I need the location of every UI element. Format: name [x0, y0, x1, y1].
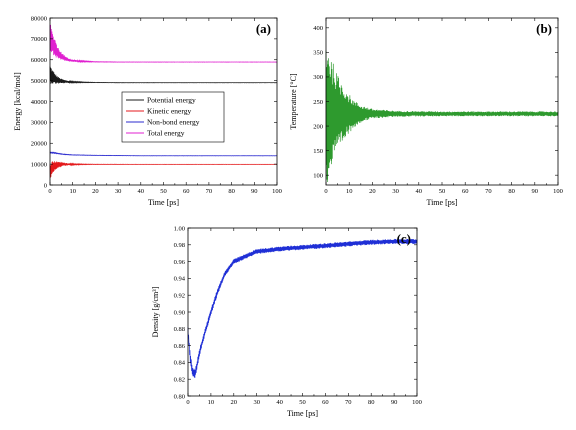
series-line-1 [325, 50, 559, 183]
x-tick-label: 20 [231, 399, 238, 406]
x-tick-label: 40 [416, 188, 423, 195]
y-tick-label: 60000 [31, 57, 47, 64]
series-line-1 [187, 238, 418, 379]
x-tick-label: 80 [508, 188, 515, 195]
panel-label: (b) [536, 21, 552, 36]
y-tick-label: 0.94 [174, 276, 186, 283]
chart-panel-2: 0 10 20 30 40 50 60 70 80 90 100 100 150 200 250 300 350… [289, 17, 563, 207]
series-line-1 [49, 66, 278, 84]
panel-label: (c) [397, 231, 411, 246]
x-tick-label: 30 [253, 399, 260, 406]
x-axis-label: Time [ps] [287, 409, 318, 418]
legend-entry: Kinetic energy [147, 107, 191, 116]
y-tick-label: 10000 [31, 161, 47, 168]
x-tick-label: 30 [392, 188, 399, 195]
y-tick-label: 80000 [31, 15, 47, 22]
x-tick-label: 40 [276, 399, 283, 406]
y-tick-label: 70000 [31, 36, 47, 43]
x-tick-label: 0 [48, 188, 51, 195]
x-tick-label: 100 [272, 188, 282, 195]
x-tick-label: 40 [138, 188, 145, 195]
x-tick-label: 20 [92, 188, 99, 195]
y-axis-label: Temperature [°C] [289, 73, 298, 130]
x-tick-label: 10 [208, 399, 215, 406]
y-tick-label: 0.96 [174, 259, 186, 266]
series-line-4 [49, 24, 278, 64]
x-tick-label: 80 [228, 188, 235, 195]
x-tick-label: 30 [115, 188, 122, 195]
x-tick-label: 10 [346, 188, 353, 195]
x-tick-label: 90 [391, 399, 398, 406]
x-tick-label: 80 [368, 399, 375, 406]
y-axis-label: Density [g/cm³] [151, 286, 160, 337]
x-axis-label: Time [ps] [148, 198, 179, 207]
x-tick-label: 0 [324, 188, 327, 195]
x-tick-label: 60 [462, 188, 469, 195]
legend-entry: Total energy [147, 129, 185, 138]
y-tick-label: 20000 [31, 141, 47, 148]
legend-entry: Potential energy [147, 96, 196, 105]
y-tick-label: 400 [313, 25, 323, 32]
y-tick-label: 0.80 [174, 393, 185, 400]
y-tick-label: 0.88 [174, 326, 185, 333]
chart-panel-1: 0 10 20 30 40 50 60 70 80 90 100 0 10000 20000 30000 40… [13, 15, 282, 207]
x-tick-label: 90 [251, 188, 258, 195]
y-tick-label: 250 [313, 99, 323, 106]
y-axis-label: Energy [kcal/mol] [13, 72, 22, 131]
y-tick-label: 150 [313, 148, 323, 155]
y-tick-label: 1.00 [174, 225, 185, 232]
y-tick-label: 350 [313, 50, 323, 57]
x-tick-label: 20 [369, 188, 376, 195]
x-axis-label: Time [ps] [426, 198, 457, 207]
y-tick-label: 100 [313, 172, 323, 179]
series-line-3 [49, 151, 278, 157]
x-tick-label: 100 [412, 399, 422, 406]
x-tick-label: 90 [532, 188, 539, 195]
y-tick-label: 0.86 [174, 343, 186, 350]
series-line-2 [49, 161, 278, 179]
y-tick-label: 300 [313, 74, 323, 81]
y-tick-label: 30000 [31, 120, 47, 127]
y-tick-label: 0.98 [174, 242, 185, 249]
x-tick-label: 100 [553, 188, 563, 195]
legend-entry: Non-bond energy [147, 118, 200, 127]
legend: Potential energy Kinetic energy Non-bond e… [121, 91, 225, 143]
x-tick-label: 60 [322, 399, 329, 406]
y-tick-label: 0.92 [174, 293, 185, 300]
y-tick-label: 40000 [31, 99, 47, 106]
x-tick-label: 70 [485, 188, 492, 195]
x-tick-label: 60 [183, 188, 190, 195]
chart-panel-3: 0 10 20 30 40 50 60 70 80 90 100 0.80 0.82 0.84 0.86 0.… [151, 225, 422, 418]
y-tick-label: 0.82 [174, 377, 185, 384]
panel-label: (a) [256, 21, 271, 36]
x-tick-label: 50 [299, 399, 306, 406]
y-tick-label: 0 [44, 182, 47, 189]
y-tick-label: 200 [313, 123, 323, 130]
x-tick-label: 0 [186, 399, 189, 406]
x-tick-label: 50 [160, 188, 167, 195]
y-tick-label: 50000 [31, 78, 47, 85]
x-tick-label: 50 [439, 188, 446, 195]
x-tick-label: 70 [206, 188, 213, 195]
y-tick-label: 0.90 [174, 309, 185, 316]
x-tick-label: 70 [345, 399, 352, 406]
x-tick-label: 10 [69, 188, 76, 195]
y-tick-label: 0.84 [174, 360, 186, 367]
